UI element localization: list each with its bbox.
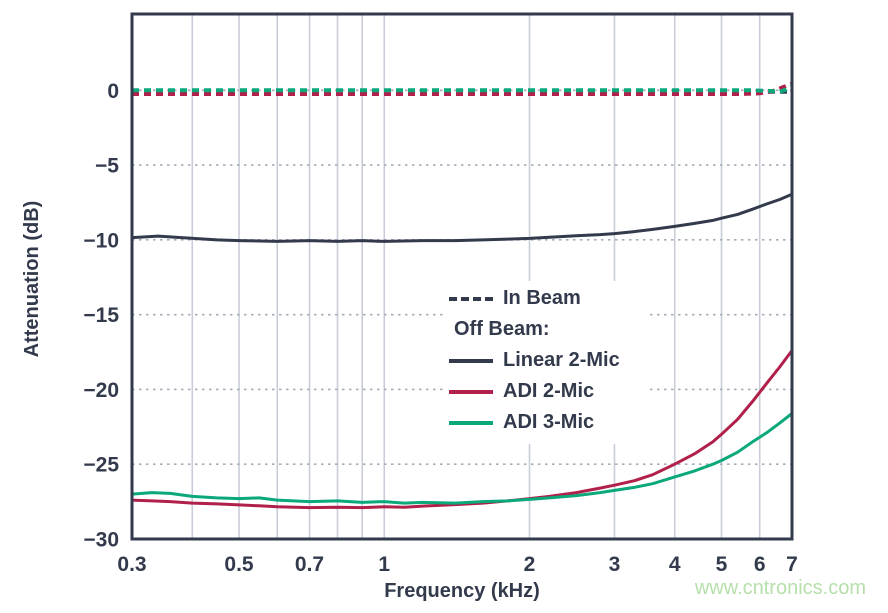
x-tick-label: 0.3 (117, 553, 146, 576)
x-tick-label: 0.5 (224, 553, 254, 576)
legend-item-adi-2-mic: ADI 2-Mic (449, 376, 645, 407)
x-tick-label: 5 (716, 553, 728, 576)
x-tick-label: 0.7 (295, 553, 324, 576)
y-tick-label: 0 (107, 80, 119, 103)
series-line-off-beam-adi-3-mic (131, 412, 793, 505)
x-tick-label: 6 (754, 553, 766, 576)
y-tick-label: −10 (83, 229, 119, 252)
legend-label: In Beam (503, 287, 581, 309)
legend-item-off-beam-header: Off Beam: (449, 314, 645, 345)
series-line-off-beam-linear-2-mic (131, 192, 793, 243)
legend: In Beam Off Beam: Linear 2-Mic ADI 2-Mic… (443, 281, 649, 444)
y-tick-label: −30 (83, 529, 119, 552)
x-tick-label: 7 (786, 553, 798, 576)
series-line-in-beam-adi-2-mic (132, 81, 793, 96)
x-tick-label: 3 (609, 553, 621, 576)
series-line-in-beam-adi-3-mic (132, 84, 794, 94)
y-tick-label: −15 (83, 304, 119, 327)
plot-border (130, 12, 794, 541)
legend-label: Off Beam: (454, 318, 550, 340)
legend-label: Linear 2-Mic (503, 349, 620, 371)
solid-line-swatch (449, 420, 493, 425)
legend-item-adi-3-mic: ADI 3-Mic (449, 407, 645, 438)
legend-item-linear-2-mic: Linear 2-Mic (449, 345, 645, 376)
x-tick-label: 1 (378, 553, 390, 576)
y-tick-label: −20 (83, 379, 119, 402)
dashed-line-swatch (449, 296, 493, 301)
solid-line-swatch (449, 389, 493, 394)
y-axis-title: Attenuation (dB) (21, 200, 43, 358)
x-tick-label: 4 (669, 553, 681, 576)
y-tick-label: −5 (95, 155, 119, 178)
watermark-text: www.cntronics.com (694, 577, 866, 599)
x-tick-label: 2 (524, 553, 536, 576)
x-axis-title: Frequency (kHz) (384, 580, 540, 602)
y-tick-label: −25 (83, 454, 119, 477)
legend-label: ADI 2-Mic (503, 380, 595, 402)
solid-line-swatch (449, 358, 493, 363)
legend-item-in-beam: In Beam (449, 283, 645, 314)
legend-label: ADI 3-Mic (503, 411, 595, 433)
